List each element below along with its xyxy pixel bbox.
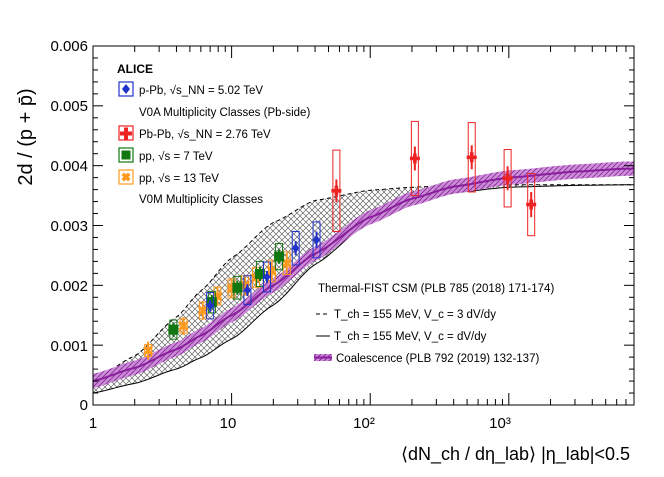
marker-ppb [292,243,300,254]
coalescence-band [93,161,634,389]
legend-model-csm3: T_ch = 155 MeV, V_c = 3 dV/dy [334,309,496,321]
marker-pp7 [232,282,243,293]
legend-right: Thermal-FIST CSM (PLB 785 (2018) 171-174… [314,283,554,365]
legend-marker-ppb-diamond [122,84,130,94]
legend-item-pbpb: Pb-Pb, √s_NN = 2.76 TeV [139,128,271,141]
syst-box [267,259,276,283]
ytick-label: 0.005 [50,98,88,115]
legend-item-pp7: pp, √s = 7 TeV [139,150,213,163]
ytick-label: 0 [80,397,88,414]
ytick-label: 0.006 [50,38,88,55]
syst-box [282,251,291,276]
marker-pp13 [143,345,154,356]
marker-pp7 [168,324,179,335]
marker-pp7 [254,268,265,279]
ytick-label: 0.004 [50,158,88,175]
legend-model-coal: Coalescence (PLB 792 (2019) 132-137) [336,353,539,365]
xtick-label: 1 [89,415,97,432]
marker-pp13 [178,321,189,332]
marker-ppb [206,300,214,311]
legend-item-ppb: p-Pb, √s_NN = 5.02 TeV [139,84,263,97]
legend-model-csm1: T_ch = 155 MeV, V_c = dV/dy [334,331,487,343]
legend-marker-pp7-square [121,150,131,160]
legend-marker-pp13-x [121,172,131,182]
legend-item-v0m: V0M Multiplicity Classes [139,194,263,206]
x-axis-title: ⟨dN_ch / dη_lab⟩ |η_lab|<0.5 [401,444,630,465]
marker-pp13 [197,305,208,316]
legend-marker-pbpb-cross [120,127,132,140]
marker-pbpb [409,153,420,164]
marker-pp13 [281,258,292,269]
marker-ppb [263,271,271,282]
xtick-label: 10³ [489,415,511,432]
data-points [143,120,537,360]
marker-pbpb [331,185,342,196]
marker-pbpb [526,199,537,210]
marker-pbpb [502,173,513,184]
csm-3v-line [93,184,634,381]
legend-item-pp13: pp, √s = 13 TeV [139,172,219,185]
marker-pp7 [274,251,285,262]
legend-experiment: ALICE [117,62,153,76]
marker-pbpb [466,152,477,163]
marker-ppb [243,285,251,296]
ytick-label: 0.003 [50,218,88,235]
model-curves [93,161,634,394]
coalescence-line [93,167,634,383]
xtick-label: 10 [220,415,237,432]
axes [92,45,635,406]
marker-pp13 [266,265,277,276]
xtick-label: 10² [353,415,375,432]
legend-model-title: Thermal-FIST CSM (PLB 785 (2018) 171-174… [318,283,554,295]
ytick-label: 0.002 [50,278,88,295]
marker-pp7 [206,297,217,308]
marker-ppb [313,234,321,245]
legend-left: ALICE p-Pb, √s_NN = 5.02 TeV V0A Multipl… [117,62,310,206]
y-axis-title: 2d / (p + p̄) [15,88,37,185]
ytick-label: 0.001 [50,338,88,355]
csm-hatched-band [93,184,634,393]
legend-item-v0a: V0A Multiplicity Classes (Pb-side) [139,107,310,119]
